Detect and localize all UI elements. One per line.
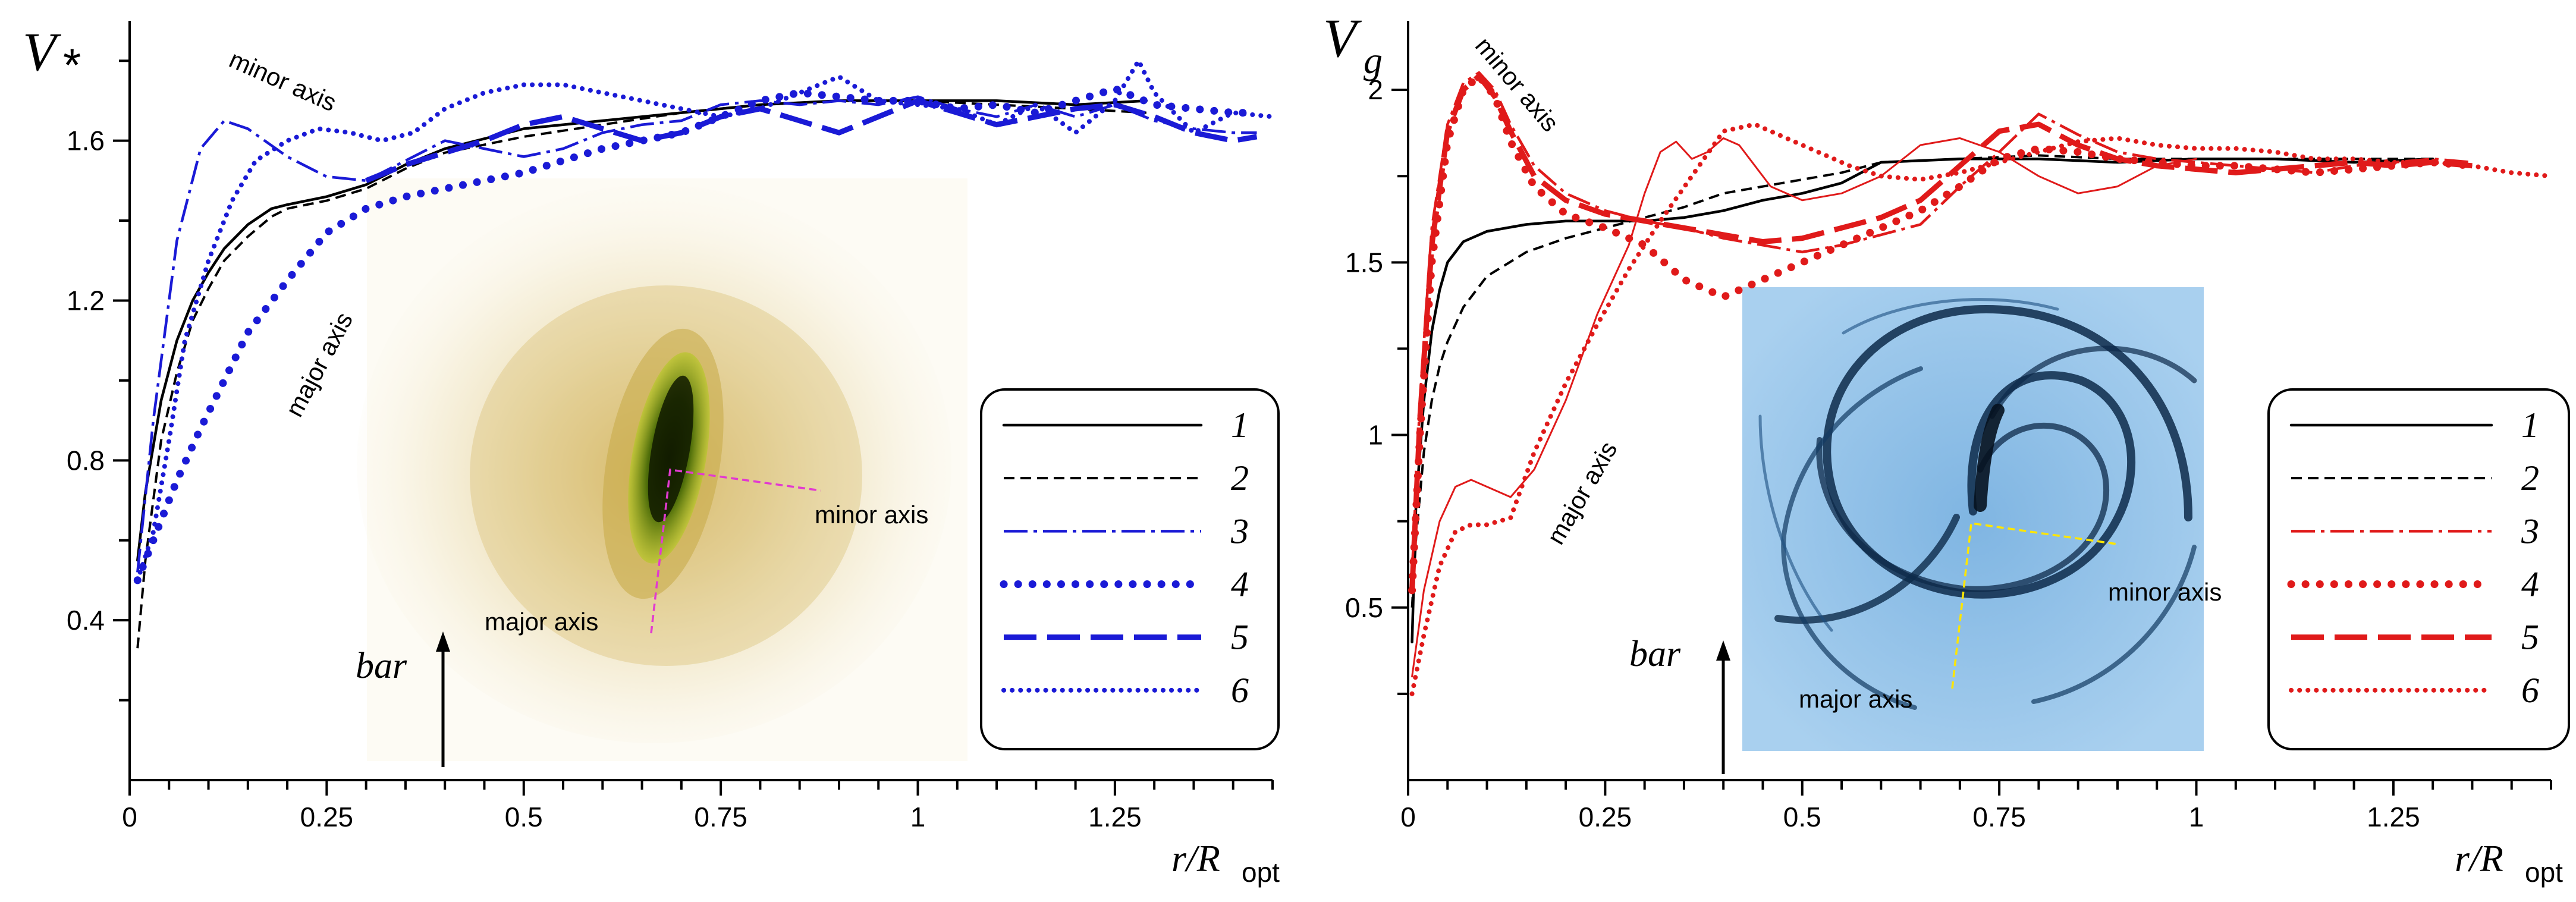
series-line-6 — [1409, 122, 2553, 696]
x-tick-label: 0.75 — [1972, 802, 2026, 832]
y-axis-label: V — [1323, 8, 1362, 68]
legend-label-1: 1 — [1231, 406, 1249, 445]
inset-major-axis-label: major axis — [485, 608, 598, 636]
legend-box — [2267, 388, 2570, 750]
bar-label: bar — [1629, 634, 1681, 674]
x-axis-label: r/R — [2455, 837, 2503, 879]
stellar-density-inset: minor axis major axis bar — [356, 178, 967, 767]
y-axis-label-subscript: g — [1364, 39, 1383, 81]
left-annotations: minor axis major axis — [225, 45, 358, 422]
inset-major-axis-label: major axis — [1799, 685, 1912, 713]
x-tick-label: 1.25 — [1088, 802, 1142, 832]
series-line-5 — [365, 98, 1258, 183]
y-tick-label: 0.8 — [67, 445, 105, 476]
gas-density-inset: minor axis major axis bar — [1629, 287, 2222, 774]
legend-label-4: 4 — [2521, 565, 2539, 604]
spiral-arms — [1758, 298, 2197, 710]
y-tick-label: 0.4 — [67, 605, 105, 636]
right-axes: 0 0.25 0.5 0.75 1 1.250.511.52V gr/R opt — [1323, 8, 2563, 888]
y-tick-label: 0.5 — [1345, 592, 1383, 623]
x-axis-label-subscript: opt — [2525, 857, 2563, 888]
left-legend: 1 2 3 4 5 6 — [980, 388, 1280, 750]
y-tick-label: 1.6 — [67, 125, 105, 156]
right-panel: minor axis major axis bar 0 0.25 0.5 0.75 1 1… — [1323, 8, 2570, 888]
left-panel: minor axis major axis bar 0 0.25 0.5 0.75 1 1… — [23, 21, 1280, 888]
legend-label-3: 3 — [2521, 511, 2539, 551]
inset-background — [1742, 287, 2204, 751]
legend-label-2: 2 — [1231, 458, 1249, 498]
bar-label: bar — [356, 646, 407, 686]
y-axis-label: V — [23, 21, 62, 82]
left-axes: 0 0.25 0.5 0.75 1 1.25 0.4 0.8 1.2 1.6 V * r/R opt — [23, 21, 1280, 888]
curve-annotation: minor axis — [225, 45, 341, 117]
legend-label-3: 3 — [1230, 511, 1249, 551]
legend-label-5: 5 — [2521, 618, 2539, 657]
series-line-2 — [1410, 154, 2433, 608]
legend-label-4: 4 — [1231, 565, 1249, 604]
legend-box — [980, 388, 1280, 750]
series-line-thin — [1411, 137, 2197, 678]
legend-label-1: 1 — [2521, 406, 2539, 445]
right-curves — [1408, 71, 2553, 696]
bar-arrow-head — [436, 631, 450, 652]
y-tick-label: 1 — [1368, 420, 1383, 451]
x-axis-label-subscript: opt — [1242, 857, 1280, 888]
y-tick-label: 2 — [1368, 74, 1383, 105]
x-tick-label: 1 — [910, 802, 926, 832]
x-tick-label: 0.5 — [1783, 802, 1821, 832]
legend-label-2: 2 — [2521, 458, 2539, 498]
inset-axes-lines — [650, 469, 821, 634]
series-line-1 — [1410, 157, 2434, 644]
bar-arrow-head — [1716, 640, 1730, 661]
inset-minor-axis-label: minor axis — [2108, 578, 2222, 606]
series-line-5 — [1409, 73, 2473, 591]
curve-annotation: major axis — [280, 307, 358, 421]
x-tick-label: 0.5 — [505, 802, 543, 832]
x-axis-label: r/R — [1171, 837, 1220, 879]
x-tick-label: 0.25 — [1579, 802, 1632, 832]
x-tick-label: 1.25 — [2367, 802, 2420, 832]
legend-label-6: 6 — [1231, 671, 1249, 710]
x-tick-label: 0 — [122, 802, 137, 832]
y-tick-label: 1.2 — [67, 285, 105, 316]
right-legend: 1 2 3 4 5 6 — [2267, 388, 2570, 750]
inset-axes-lines — [1951, 522, 2118, 689]
left-curves — [133, 58, 1275, 649]
x-tick-label: 1 — [2189, 802, 2204, 832]
series-line-6 — [135, 58, 1275, 583]
y-axis-label-subscript: * — [63, 39, 81, 91]
x-tick-label: 0 — [1400, 802, 1416, 832]
legend-label-6: 6 — [2521, 671, 2539, 710]
curve-annotation: major axis — [1541, 436, 1622, 549]
legend-label-5: 5 — [1231, 618, 1249, 657]
x-tick-label: 0.25 — [300, 802, 354, 832]
x-tick-label: 0.75 — [694, 802, 747, 832]
y-tick-label: 1.5 — [1345, 247, 1383, 278]
inset-minor-axis-label: minor axis — [815, 501, 928, 529]
bar-core — [648, 375, 694, 523]
series-line-3 — [136, 95, 1257, 573]
